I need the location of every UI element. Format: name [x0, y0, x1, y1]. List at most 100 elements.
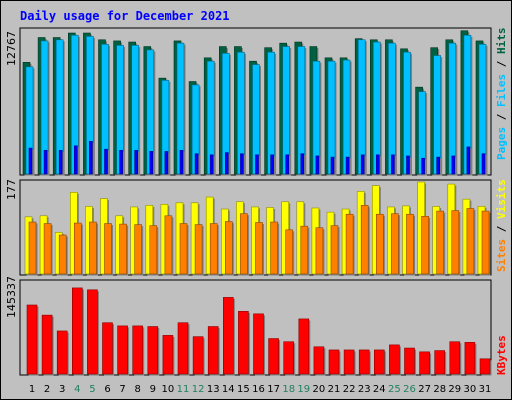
x-tick-label: 16: [252, 384, 265, 395]
sites-bar: [345, 213, 354, 275]
kbytes-bar: [464, 342, 476, 375]
sites-bar: [89, 221, 97, 275]
kbytes-bar: [72, 287, 83, 375]
x-tick-label: 13: [207, 384, 220, 395]
sites-bar: [391, 213, 399, 275]
sites-bar: [270, 221, 278, 275]
x-tick-label: 17: [267, 384, 280, 395]
sites-bar: [466, 208, 475, 275]
legend-separator: /: [495, 54, 508, 74]
sites-bar: [360, 205, 369, 275]
kbytes-bar: [147, 326, 159, 375]
x-tick-label: 4: [74, 384, 80, 395]
chart-bars: [22, 30, 492, 376]
kbytes-bar: [117, 325, 128, 375]
kbytes-bar: [87, 289, 98, 375]
kbytes-bar: [283, 341, 295, 375]
legend-hits: Hits: [495, 28, 508, 55]
pages-bar: [421, 157, 425, 175]
legend-sites: Sites: [495, 239, 508, 272]
x-tick-label: 27: [418, 384, 431, 395]
x-tick-label: 30: [464, 384, 477, 395]
y-max-label-hits: 12767: [5, 31, 18, 66]
x-tick-label: 3: [59, 384, 65, 395]
pages-bar: [74, 145, 78, 175]
pages-bar: [209, 154, 214, 175]
sites-bar: [104, 223, 112, 275]
x-tick-label: 14: [222, 384, 235, 395]
pages-bar: [43, 150, 48, 175]
sites-bar: [43, 223, 52, 275]
legend-kbytes: KBytes: [495, 335, 508, 375]
x-tick-label: 24: [373, 384, 386, 395]
legend-separator: /: [495, 107, 508, 127]
kbytes-bar: [177, 322, 189, 375]
pages-bar: [179, 150, 184, 175]
kbytes-bar: [238, 311, 249, 375]
x-tick-label: 19: [297, 384, 310, 395]
x-tick-label: 10: [162, 384, 175, 395]
legend-hits-files-pages: Pages / Files / Hits: [495, 28, 508, 161]
kbytes-bar: [328, 349, 340, 375]
x-tick-label: 6: [104, 384, 110, 395]
kbytes-bar: [298, 318, 310, 375]
x-tick-label: 5: [89, 384, 95, 395]
pages-bar: [255, 154, 259, 175]
files-bar: [433, 55, 442, 175]
legend-pages: Pages: [495, 127, 508, 160]
files-bar: [372, 41, 381, 175]
files-bar: [357, 39, 366, 175]
sites-bar: [375, 213, 384, 275]
x-axis-labels: 1 2 3 4 5 6 7 8 9 10 11 12 13 14 15 16 17 18 19 20 21 22 23 24 2…: [29, 384, 492, 395]
pages-bar: [375, 154, 380, 175]
pages-bar: [240, 153, 244, 175]
kbytes-bar: [404, 347, 415, 375]
x-tick-label: 8: [135, 384, 141, 395]
sites-bar: [164, 215, 173, 275]
x-tick-label: 18: [282, 384, 295, 395]
y-max-label-kbytes: 145337: [5, 276, 18, 318]
kbytes-bar: [102, 322, 113, 375]
x-tick-label: 15: [237, 384, 250, 395]
sites-bar: [481, 210, 490, 275]
sites-bar: [285, 229, 294, 275]
pages-bar: [149, 151, 154, 175]
kbytes-bar: [253, 313, 264, 375]
x-tick-label: 28: [433, 384, 446, 395]
x-tick-label: 20: [313, 384, 326, 395]
x-tick-label: 31: [479, 384, 492, 395]
sites-bar: [421, 216, 429, 275]
pages-bar: [406, 155, 410, 175]
legend-separator: /: [495, 219, 508, 239]
sites-bar: [28, 221, 37, 275]
pages-bar: [119, 150, 123, 175]
pages-bar: [436, 156, 441, 175]
pages-bar: [28, 147, 33, 175]
sites-bar: [149, 225, 158, 275]
kbytes-bar: [207, 326, 219, 375]
kbytes-bar: [373, 349, 385, 375]
x-tick-label: 21: [328, 384, 341, 395]
pages-bar: [104, 148, 108, 175]
pages-bar: [345, 156, 350, 175]
sites-bar: [240, 213, 248, 275]
sites-bar: [406, 213, 414, 275]
sites-bar: [119, 223, 127, 275]
kbytes-bar: [162, 335, 174, 375]
sites-bar: [134, 224, 142, 275]
kbytes-bar: [449, 341, 461, 375]
sites-bar: [209, 223, 218, 275]
x-tick-label: 9: [150, 384, 156, 395]
sites-bar: [255, 222, 263, 275]
pages-bar: [391, 154, 395, 175]
chart-title: Daily usage for December 2021: [20, 9, 230, 23]
pages-bar: [194, 153, 199, 175]
x-tick-label: 7: [119, 384, 125, 395]
files-bar: [448, 42, 457, 175]
pages-bar: [300, 153, 305, 175]
x-tick-label: 2: [44, 384, 50, 395]
kbytes-bar: [313, 346, 325, 375]
sites-bar: [330, 225, 339, 275]
sites-bar: [58, 234, 67, 275]
